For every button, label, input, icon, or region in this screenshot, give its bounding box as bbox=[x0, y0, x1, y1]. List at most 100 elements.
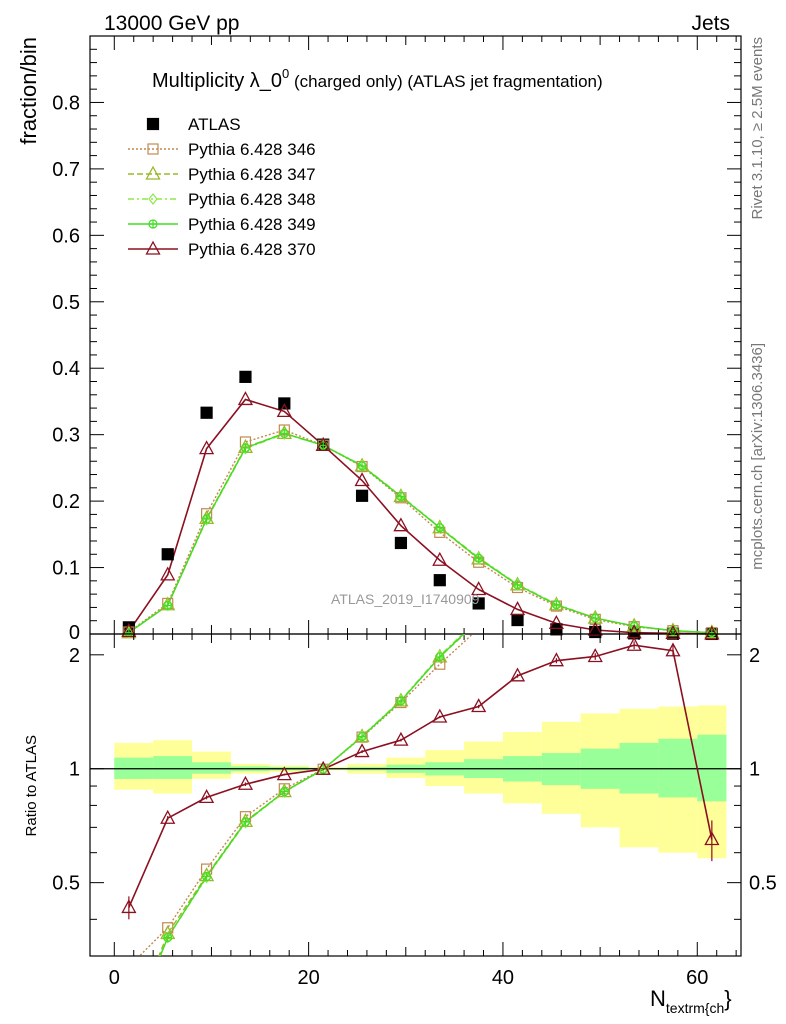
legend-marker-p347 bbox=[145, 165, 161, 180]
watermark: ATLAS_2019_I1740909 bbox=[331, 591, 480, 607]
chart-title-sup: 0 bbox=[282, 66, 289, 81]
x-axis-label-sub: textrm{ch bbox=[666, 1000, 724, 1016]
point-p370 bbox=[548, 615, 564, 630]
series-line-p370 bbox=[128, 398, 712, 635]
main-ytick-label: 0.3 bbox=[52, 425, 80, 447]
point-atlas bbox=[239, 370, 252, 383]
point-p370 bbox=[471, 581, 487, 596]
ratio-ytick-label-right: 1 bbox=[749, 759, 760, 781]
point-p370 bbox=[315, 436, 331, 451]
point-p370 bbox=[354, 472, 370, 487]
ratio-point-p348 bbox=[240, 816, 251, 829]
point-atlas bbox=[550, 623, 563, 636]
legend-marker-p348 bbox=[148, 193, 158, 205]
legend-label-p347: Pythia 6.428 347 bbox=[188, 165, 316, 184]
legend-label-p346: Pythia 6.428 346 bbox=[188, 140, 316, 159]
legend-marker-p370 bbox=[145, 240, 161, 255]
point-p370 bbox=[393, 517, 409, 532]
series-line-p349 bbox=[128, 432, 712, 634]
ratio-panel: 0 20 40 60 0.5 0.5 1 1 2 2 bbox=[52, 633, 777, 989]
ratio-point-p370 bbox=[548, 652, 564, 667]
main-panel: 0.1 0.2 0.3 0.4 0.5 0.6 0.7 0.8 0 bbox=[52, 35, 742, 644]
point-p348 bbox=[629, 620, 639, 632]
point-p370 bbox=[199, 440, 215, 455]
point-atlas bbox=[472, 597, 485, 610]
point-p370 bbox=[509, 601, 526, 616]
point-p370 bbox=[237, 391, 254, 406]
ratio-ytick-label: 2 bbox=[69, 645, 80, 667]
point-atlas bbox=[200, 406, 213, 419]
legend: ATLAS Pythia 6.428 346 Pythia 6.428 347 Pyt… bbox=[128, 115, 316, 259]
legend-label-p370: Pythia 6.428 370 bbox=[188, 240, 316, 259]
ratio-line-p370 bbox=[128, 644, 713, 908]
point-p348 bbox=[668, 624, 678, 637]
ratio-ylabel: Ratio to ATLAS bbox=[23, 735, 40, 836]
point-atlas bbox=[355, 489, 369, 502]
point-p348 bbox=[240, 442, 251, 455]
legend-label-p348: Pythia 6.428 348 bbox=[188, 190, 316, 209]
point-p370 bbox=[121, 622, 137, 637]
point-p370 bbox=[704, 625, 720, 640]
point-p370 bbox=[276, 403, 292, 418]
main-ylabel: fraction/bin bbox=[16, 37, 41, 145]
ratio-xtick-label: 20 bbox=[297, 967, 319, 989]
ratio-point-p370 bbox=[393, 731, 409, 746]
point-atlas bbox=[433, 574, 446, 587]
ratio-point-p348 bbox=[201, 871, 212, 884]
legend-marker-atlas bbox=[146, 117, 160, 131]
point-atlas bbox=[511, 613, 524, 627]
point-atlas bbox=[161, 548, 174, 561]
legend-label-atlas: ATLAS bbox=[188, 115, 241, 134]
header-right: Jets bbox=[691, 12, 730, 35]
chart-title: Multiplicity λ_00 (charged only) (ATLAS … bbox=[152, 66, 603, 92]
rivet-label: Rivet 3.1.10, ≥ 2.5M events bbox=[749, 37, 766, 220]
legend-label-p349: Pythia 6.428 349 bbox=[188, 215, 316, 234]
ratio-point-p370 bbox=[509, 667, 526, 682]
main-ytick-label: 0.1 bbox=[52, 558, 80, 580]
main-ytick-label-zero: 0 bbox=[69, 622, 80, 644]
chart-title-main: Multiplicity λ_0 bbox=[152, 70, 282, 92]
chart-title-rest: (charged only) (ATLAS jet fragmentation) bbox=[289, 72, 602, 91]
ratio-xtick-label: 60 bbox=[686, 967, 708, 989]
band-inner bbox=[658, 738, 698, 798]
point-p348 bbox=[201, 513, 212, 526]
ratio-point-p370 bbox=[471, 698, 487, 713]
main-ytick-label: 0.7 bbox=[52, 159, 80, 181]
ratio-line-p349 bbox=[159, 634, 465, 956]
x-axis-label-tail: } bbox=[724, 986, 731, 1011]
point-p370 bbox=[587, 621, 603, 636]
ratio-point-p370 bbox=[121, 899, 137, 914]
main-ytick-label: 0.6 bbox=[52, 225, 80, 247]
legend-marker-p346 bbox=[147, 143, 159, 155]
ratio-ytick-label: 0.5 bbox=[52, 873, 80, 895]
ratio-point-p370 bbox=[315, 760, 331, 775]
ratio-ytick-label-right: 2 bbox=[749, 645, 760, 667]
ratio-line-p346 bbox=[138, 634, 474, 956]
band-inner bbox=[192, 762, 231, 774]
ratio-point-p370 bbox=[160, 809, 176, 824]
ratio-ytick-label: 1 bbox=[69, 759, 80, 781]
point-p348 bbox=[279, 428, 290, 440]
ratio-point-p348 bbox=[279, 786, 290, 799]
ratio-point-p370 bbox=[665, 642, 681, 657]
ratio-point-p348 bbox=[162, 931, 173, 944]
point-p348 bbox=[124, 626, 134, 639]
ratio-line-p348 bbox=[159, 634, 464, 956]
ratio-xtick-label: 40 bbox=[492, 967, 514, 989]
band-inner bbox=[153, 756, 193, 779]
ratio-point-p370 bbox=[276, 766, 292, 781]
ratio-ytick-label-right: 0.5 bbox=[749, 873, 777, 895]
point-p370 bbox=[665, 624, 681, 639]
main-ytick-label: 0.5 bbox=[52, 292, 80, 314]
ratio-point-p370 bbox=[354, 743, 370, 758]
x-axis-label-main: N bbox=[650, 986, 666, 1011]
ratio-line-p347 bbox=[158, 634, 466, 956]
ratio-point-p370 bbox=[626, 636, 642, 651]
mcplots-label: mcplots.cern.ch [arXiv:1306.3436] bbox=[749, 343, 766, 570]
point-p370 bbox=[160, 566, 176, 581]
point-p348 bbox=[162, 599, 173, 612]
ratio-xtick-label: 0 bbox=[109, 967, 120, 989]
ratio-point-p370 bbox=[587, 648, 603, 663]
ratio-frame bbox=[89, 633, 742, 957]
